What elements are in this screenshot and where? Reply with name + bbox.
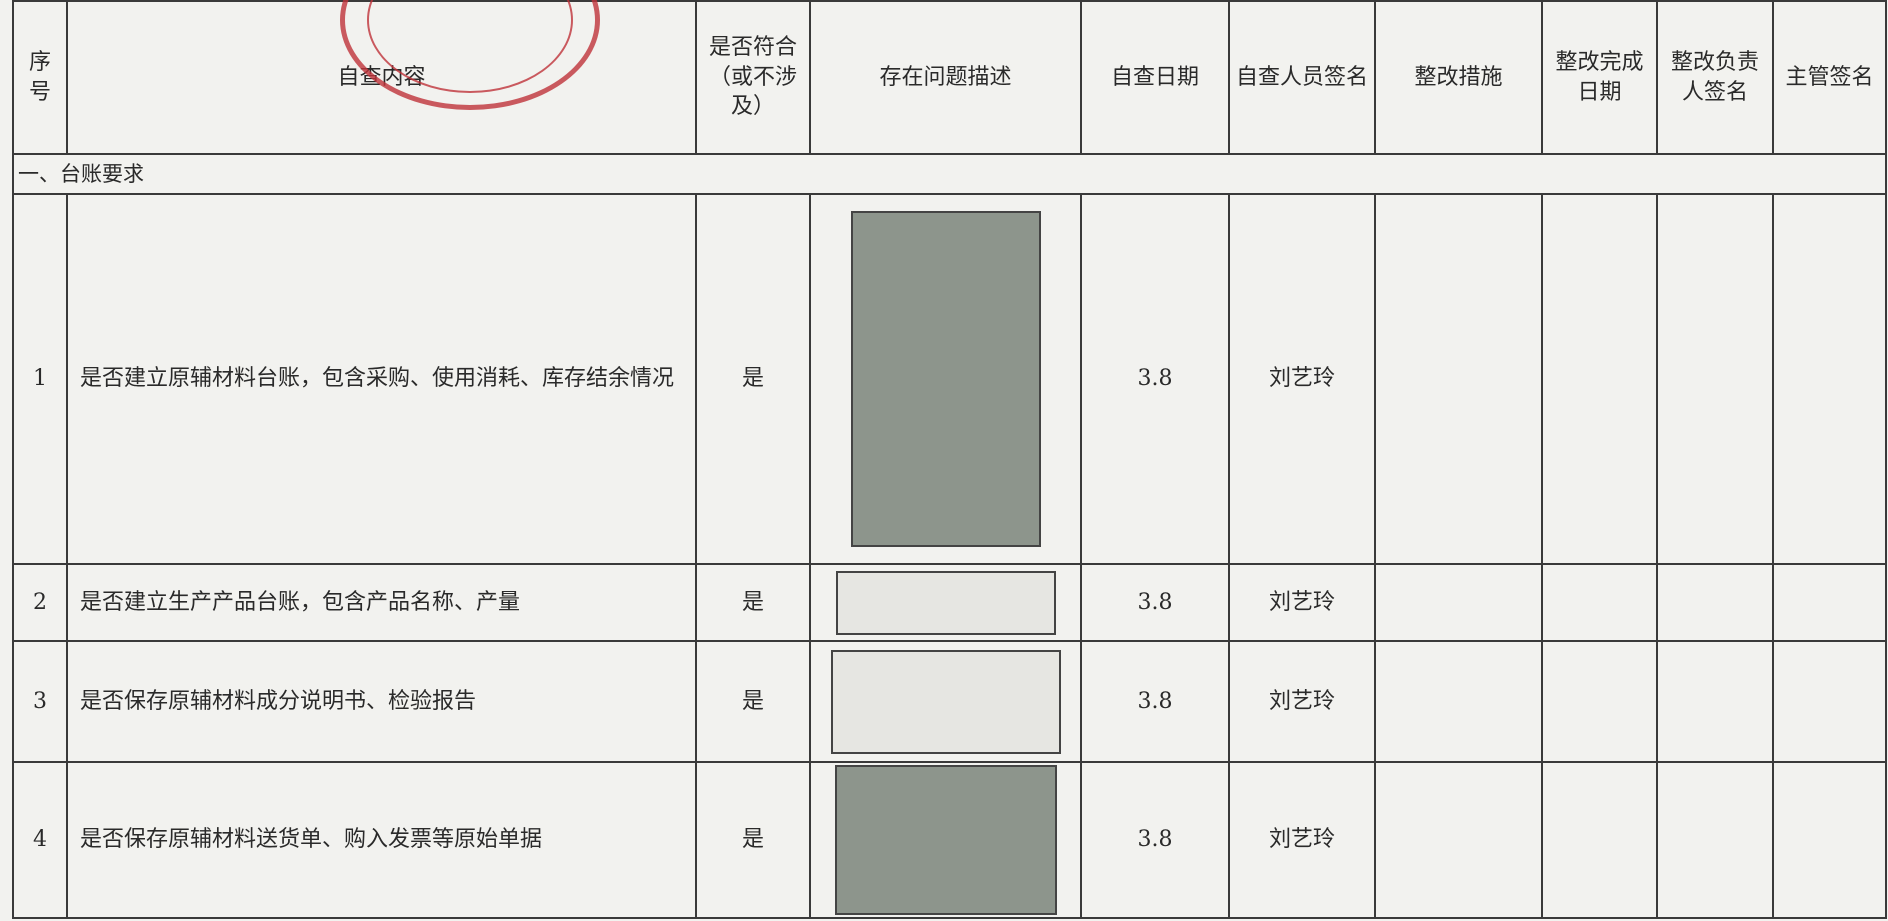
compliance: 是 xyxy=(695,640,811,763)
empty-cell xyxy=(1656,563,1774,642)
empty-cell xyxy=(1374,761,1543,919)
empty-cell xyxy=(1541,761,1658,919)
header-cell: 整改完成日期 xyxy=(1541,0,1658,155)
section-row: 一、台账要求 xyxy=(12,153,1887,195)
check-date: 3.8 xyxy=(1080,563,1230,642)
empty-cell xyxy=(1541,563,1658,642)
row-number: 3 xyxy=(12,640,68,763)
header-cell: 自查人员签名 xyxy=(1228,0,1376,155)
header-cell: 自查日期 xyxy=(1080,0,1230,155)
header-cell: 主管签名 xyxy=(1772,0,1887,155)
row-number: 1 xyxy=(12,193,68,565)
data-row: 2 是否建立生产产品台账，包含产品名称、产量是 3.8 刘艺玲 xyxy=(12,563,1887,642)
check-date: 3.8 xyxy=(1080,640,1230,763)
inspector-signature: 刘艺玲 xyxy=(1228,761,1376,919)
empty-cell xyxy=(1772,193,1887,565)
evidence-cell xyxy=(809,563,1082,642)
inspector-signature: 刘艺玲 xyxy=(1228,563,1376,642)
header-cell: 是否符合（或不涉及） xyxy=(695,0,811,155)
empty-cell xyxy=(1772,761,1887,919)
data-row: 1 是否建立原辅材料台账，包含采购、使用消耗、库存结余情况是 3.8 刘艺玲 xyxy=(12,193,1887,565)
evidence-thumbnail xyxy=(850,211,1041,547)
row-number: 2 xyxy=(12,563,68,642)
empty-cell xyxy=(1772,640,1887,763)
check-content: 是否保存原辅材料送货单、购入发票等原始单据 xyxy=(66,761,697,919)
check-content: 是否建立原辅材料台账，包含采购、使用消耗、库存结余情况 xyxy=(66,193,697,565)
check-date: 3.8 xyxy=(1080,761,1230,919)
evidence-cell xyxy=(809,193,1082,565)
empty-cell xyxy=(1374,563,1543,642)
evidence-cell xyxy=(809,761,1082,919)
empty-cell xyxy=(1374,640,1543,763)
empty-cell xyxy=(1656,761,1774,919)
check-content: 是否保存原辅材料成分说明书、检验报告 xyxy=(66,640,697,763)
evidence-thumbnail xyxy=(835,570,1056,635)
evidence-cell xyxy=(809,640,1082,763)
empty-cell xyxy=(1374,193,1543,565)
empty-cell xyxy=(1541,640,1658,763)
self-check-table: 序号 自查内容 是否符合（或不涉及） 存在问题描述 自查日期 自查人员签名 整改措施 整改完成… xyxy=(12,0,1887,919)
check-date: 3.8 xyxy=(1080,193,1230,565)
section-label: 一、台账要求 xyxy=(12,153,1887,195)
header-row: 序号 自查内容 是否符合（或不涉及） 存在问题描述 自查日期 自查人员签名 整改措施 整改完成… xyxy=(12,0,1887,155)
empty-cell xyxy=(1656,640,1774,763)
compliance: 是 xyxy=(695,193,811,565)
evidence-thumbnail xyxy=(834,765,1057,915)
check-content: 是否建立生产产品台账，包含产品名称、产量 xyxy=(66,563,697,642)
header-cell: 自查内容 xyxy=(66,0,697,155)
compliance: 是 xyxy=(695,563,811,642)
row-number: 4 xyxy=(12,761,68,919)
header-cell: 序号 xyxy=(12,0,68,155)
data-row: 3 是否保存原辅材料成分说明书、检验报告是 3.8 刘艺玲 xyxy=(12,640,1887,763)
header-cell: 整改措施 xyxy=(1374,0,1543,155)
evidence-thumbnail xyxy=(830,649,1061,754)
header-cell: 整改负责人签名 xyxy=(1656,0,1774,155)
empty-cell xyxy=(1772,563,1887,642)
data-row: 4 是否保存原辅材料送货单、购入发票等原始单据是 3.8 刘艺玲 xyxy=(12,761,1887,919)
empty-cell xyxy=(1541,193,1658,565)
inspector-signature: 刘艺玲 xyxy=(1228,193,1376,565)
empty-cell xyxy=(1656,193,1774,565)
inspector-signature: 刘艺玲 xyxy=(1228,640,1376,763)
header-cell: 存在问题描述 xyxy=(809,0,1082,155)
compliance: 是 xyxy=(695,761,811,919)
